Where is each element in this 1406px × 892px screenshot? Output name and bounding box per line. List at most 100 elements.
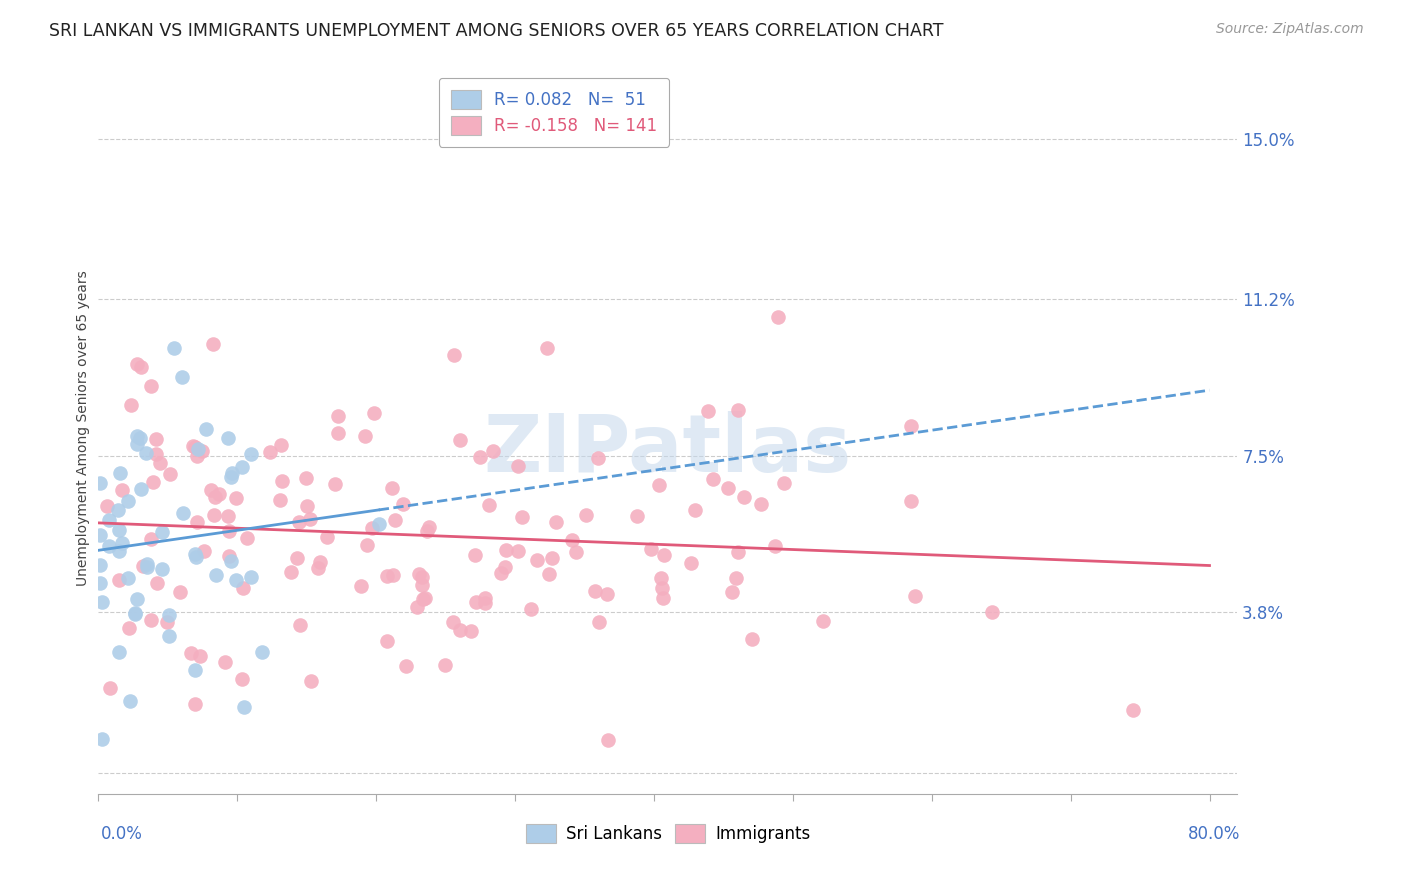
Point: [139, 613, 162, 627]
Point: [285, 551, 308, 566]
Point: [98, 539, 121, 553]
Point: [702, 472, 724, 486]
Point: [640, 541, 662, 556]
Text: 80.0%: 80.0%: [1188, 825, 1240, 843]
Point: [382, 568, 405, 582]
Point: [721, 585, 744, 599]
Point: [683, 502, 706, 516]
Point: [108, 523, 131, 537]
Point: [741, 632, 763, 646]
Point: [186, 515, 208, 529]
Point: [183, 698, 205, 712]
Point: [413, 591, 436, 606]
Point: [252, 645, 274, 659]
Point: [434, 658, 457, 673]
Point: [717, 481, 740, 495]
Point: [271, 474, 294, 488]
Point: [328, 409, 350, 423]
Point: [561, 533, 583, 547]
Point: [773, 476, 796, 491]
Point: [127, 592, 149, 607]
Point: [183, 663, 205, 677]
Point: [142, 475, 165, 489]
Text: Source: ZipAtlas.com: Source: ZipAtlas.com: [1216, 22, 1364, 37]
Point: [195, 422, 218, 436]
Point: [598, 733, 620, 747]
Point: [236, 531, 259, 545]
Point: [510, 509, 533, 524]
Point: [565, 544, 588, 558]
Point: [107, 645, 129, 659]
Point: [221, 469, 243, 483]
Point: [377, 634, 399, 648]
Point: [904, 589, 927, 603]
Point: [231, 673, 253, 687]
Point: [900, 494, 922, 508]
Point: [218, 549, 240, 564]
Point: [586, 451, 609, 466]
Point: [129, 482, 152, 496]
Point: [308, 555, 330, 569]
Point: [200, 483, 222, 498]
Point: [169, 585, 191, 599]
Point: [290, 617, 312, 632]
Point: [129, 431, 152, 445]
Point: [813, 615, 835, 629]
Point: [157, 629, 180, 643]
Point: [270, 437, 292, 451]
Point: [356, 538, 378, 552]
Point: [124, 606, 146, 620]
Point: [536, 341, 558, 355]
Point: [146, 576, 169, 591]
Point: [381, 481, 404, 495]
Point: [474, 595, 496, 609]
Point: [184, 549, 207, 564]
Point: [733, 491, 755, 505]
Point: [259, 445, 281, 459]
Point: [125, 428, 148, 442]
Point: [354, 429, 377, 443]
Point: [495, 543, 517, 558]
Point: [159, 467, 181, 481]
Point: [626, 509, 648, 524]
Point: [415, 524, 437, 539]
Point: [218, 524, 240, 538]
Point: [494, 559, 516, 574]
Point: [468, 450, 491, 464]
Point: [411, 578, 433, 592]
Point: [328, 425, 350, 440]
Point: [363, 406, 385, 420]
Point: [406, 599, 429, 614]
Point: [120, 398, 142, 412]
Point: [489, 566, 512, 580]
Point: [118, 621, 141, 635]
Point: [360, 521, 382, 535]
Point: [449, 624, 471, 638]
Point: [349, 579, 371, 593]
Point: [145, 448, 167, 462]
Point: [299, 512, 322, 526]
Point: [651, 591, 673, 605]
Text: 0.0%: 0.0%: [101, 825, 143, 843]
Point: [749, 497, 772, 511]
Point: [108, 574, 131, 588]
Point: [519, 602, 541, 616]
Point: [727, 403, 749, 417]
Point: [108, 467, 131, 481]
Point: [395, 659, 418, 673]
Point: [111, 535, 134, 549]
Point: [96, 499, 118, 513]
Y-axis label: Unemployment Among Seniors over 65 years: Unemployment Among Seniors over 65 years: [76, 270, 90, 586]
Point: [280, 565, 302, 579]
Point: [214, 655, 236, 669]
Point: [411, 570, 433, 584]
Point: [763, 540, 786, 554]
Point: [98, 681, 121, 695]
Point: [111, 483, 134, 497]
Point: [157, 607, 180, 622]
Point: [139, 379, 162, 393]
Point: [163, 341, 186, 355]
Point: [307, 560, 329, 574]
Point: [588, 615, 610, 629]
Point: [316, 530, 339, 544]
